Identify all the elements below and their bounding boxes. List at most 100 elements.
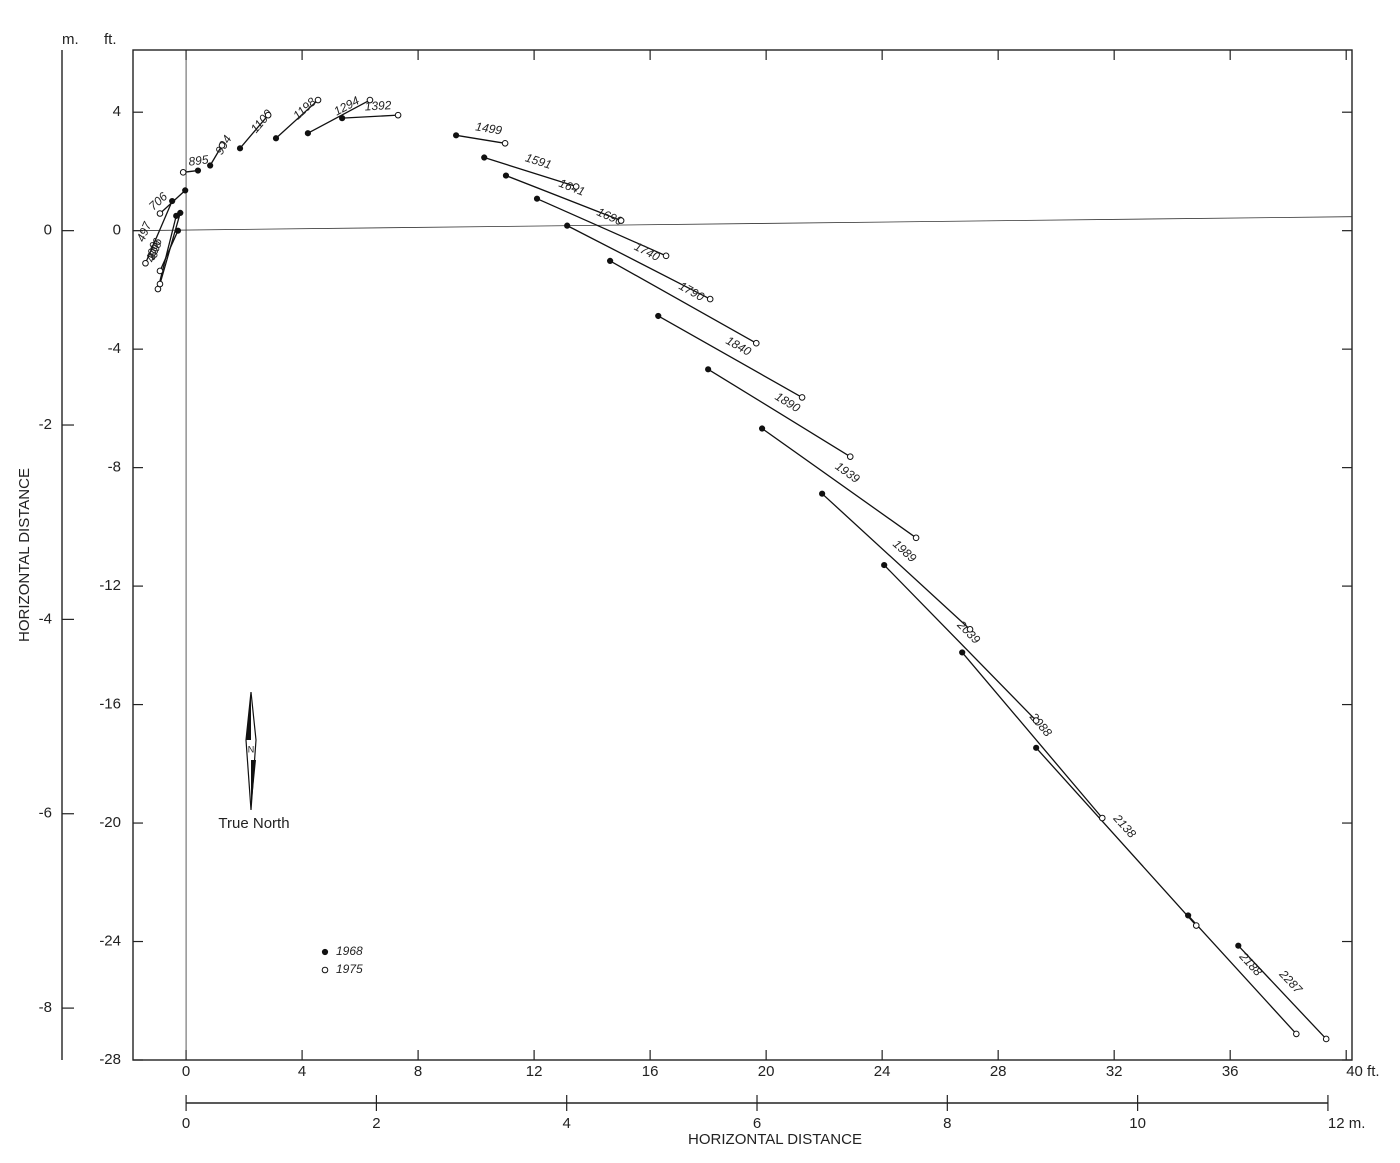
x-tick-label: 28 [990, 1063, 1007, 1080]
point-1968 [564, 222, 571, 229]
depth-label: 2188 [1236, 949, 1265, 979]
point-1968 [533, 195, 541, 202]
x-tick-label: 20 [758, 1063, 775, 1080]
y-tick-label: -12 [99, 577, 121, 594]
displacement-segment [505, 174, 622, 222]
x-tick-label: 32 [1106, 1063, 1123, 1080]
depth-label: 1100 [248, 107, 276, 136]
displacement-segment [159, 212, 181, 285]
point-1968 [607, 257, 614, 264]
point-1968 [1185, 912, 1192, 919]
legend-label: 1968 [336, 944, 363, 958]
point-1975 [394, 111, 402, 119]
displacement-segment [609, 260, 757, 344]
point-1975 [662, 252, 670, 260]
displacement-segment [209, 145, 223, 166]
displacement-segment [1035, 747, 1197, 926]
y2-tick-label: -8 [39, 999, 52, 1016]
x2-tick-label: 0 [182, 1115, 190, 1132]
point-1975 [501, 139, 509, 147]
x-tick-label: 24 [874, 1063, 891, 1080]
depth-label: 2287 [1276, 967, 1306, 998]
point-1975 [156, 267, 164, 275]
y-tick-label: -8 [108, 459, 121, 476]
point-1968 [177, 209, 184, 217]
point-1975 [572, 183, 580, 190]
y-axis-title: HORIZONTAL DISTANCE [16, 468, 33, 642]
zero-line [132, 216, 1353, 232]
y2-tick-label: -6 [39, 805, 52, 822]
point-1975 [846, 453, 854, 460]
point-1975 [366, 96, 374, 104]
legend-label: 1975 [336, 962, 363, 976]
displacement-segment [307, 99, 371, 134]
depth-label: 1591 [524, 151, 554, 172]
point-1968 [194, 167, 202, 174]
point-1968 [169, 197, 176, 205]
x2-tick-label: 10 [1129, 1115, 1146, 1132]
point-1975 [156, 210, 164, 217]
depth-label: 1198 [290, 94, 319, 122]
point-1968 [1033, 744, 1040, 751]
point-1968 [452, 132, 460, 139]
point-1975 [1032, 717, 1040, 724]
displacement-segment [144, 200, 173, 264]
x2-tick-label: 12 m. [1328, 1115, 1366, 1132]
displacement-segment [566, 225, 711, 300]
x2-tick-label: 6 [753, 1115, 761, 1132]
depth-label: 606 [146, 236, 165, 259]
point-1968 [655, 312, 662, 320]
displacement-segment [821, 493, 971, 630]
depth-label: 706 [146, 189, 170, 213]
x2-tick-label: 4 [563, 1115, 571, 1132]
point-1968 [502, 172, 510, 179]
y-tick-label: -24 [99, 932, 121, 949]
point-1975 [1293, 1030, 1300, 1038]
displacement-segment [707, 368, 851, 458]
point-1968 [758, 425, 766, 432]
point-1968 [819, 490, 826, 497]
displacement-segment [657, 315, 803, 398]
point-1975 [1322, 1035, 1330, 1043]
point-1975 [156, 280, 164, 288]
x-tick-label: 40 ft. [1346, 1063, 1379, 1080]
point-1968 [173, 212, 180, 219]
displacement-segment [275, 99, 319, 139]
y-tick-label: 0 [113, 222, 121, 239]
displacement-segment [239, 114, 269, 149]
point-1975 [798, 394, 806, 401]
x-tick-label: 8 [414, 1063, 422, 1080]
point-1968 [174, 227, 182, 234]
point-1975 [706, 295, 714, 303]
y2-unit: m. [62, 31, 79, 48]
north-label: True North [218, 815, 289, 832]
point-1968 [207, 162, 214, 169]
displacement-segment [484, 156, 577, 188]
x-tick-label: 16 [642, 1063, 659, 1080]
point-1968 [1235, 942, 1242, 949]
point-1975 [142, 259, 149, 267]
y-tick-label: -4 [108, 340, 121, 357]
y2-tick-label: -2 [39, 416, 52, 433]
y-unit: ft. [104, 31, 117, 48]
y-tick-label: -28 [99, 1051, 121, 1068]
x-tick-label: 4 [298, 1063, 306, 1080]
depth-label: 2088 [1026, 709, 1055, 739]
point-1975 [752, 339, 760, 347]
plot-frame [132, 49, 1353, 1061]
x-tick-label: 0 [182, 1063, 190, 1080]
displacement-segment [342, 114, 399, 119]
y2-tick-label: 0 [44, 222, 52, 239]
point-1968 [481, 154, 488, 161]
point-1975 [218, 142, 226, 149]
legend-marker [321, 948, 329, 956]
point-1975 [1192, 922, 1200, 929]
depth-label: 895 [188, 152, 210, 168]
point-1968 [705, 366, 712, 373]
displacement-segment [157, 215, 177, 290]
point-1968 [304, 130, 311, 137]
point-1968 [272, 135, 280, 142]
point-1975 [617, 217, 625, 224]
north-arrow [245, 691, 257, 811]
